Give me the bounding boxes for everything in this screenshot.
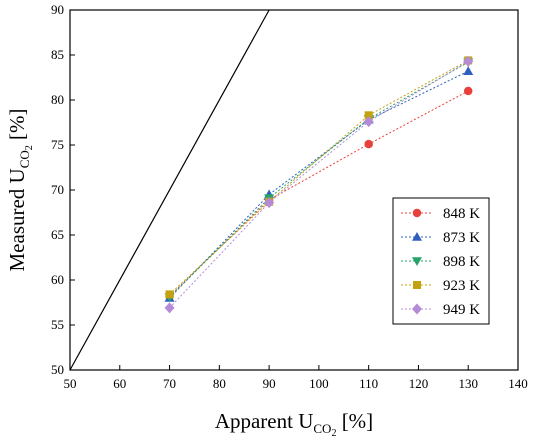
legend-marker [412, 303, 422, 315]
legend-label: 923 K [443, 278, 480, 294]
series-4 [164, 55, 474, 314]
legend-marker [413, 281, 421, 289]
legend-label: 949 K [443, 302, 480, 318]
data-point [463, 86, 473, 96]
y-tick-label: 90 [51, 2, 64, 17]
x-tick-label: 50 [64, 376, 77, 391]
data-point [463, 66, 474, 75]
data-point [364, 111, 373, 120]
y-tick-label: 55 [51, 317, 64, 332]
tick-layer: 50 60 70 80 90 100 110 120 130 140 50 55 60 65 70 75 80 8… [51, 2, 528, 391]
x-tick-label: 60 [113, 376, 126, 391]
x-tick-label: 130 [458, 376, 478, 391]
x-tick-label: 120 [409, 376, 429, 391]
data-point [363, 116, 374, 128]
series-line [169, 70, 469, 299]
legend-marker [412, 257, 422, 266]
y-tick-label: 60 [51, 272, 64, 287]
y-tick-label: 80 [51, 92, 64, 107]
x-tick-label: 110 [359, 376, 378, 391]
legend-item: 949 K [401, 302, 480, 318]
legend-label: 873 K [443, 230, 480, 246]
legend-item: 848 K [401, 206, 480, 222]
data-point [463, 55, 474, 67]
data-point [264, 197, 275, 209]
reference-line [69, 9, 270, 371]
legend-marker [412, 208, 422, 218]
x-tick-label: 100 [309, 376, 329, 391]
legend-item: 873 K [401, 230, 480, 246]
legend-marker [412, 232, 422, 241]
y-tick-label: 50 [51, 362, 64, 377]
y-tick-label: 85 [51, 47, 64, 62]
series-line [169, 60, 469, 309]
y-axis-title: Measured UCO2 [%] [5, 108, 35, 271]
plot-frame [69, 9, 519, 371]
reference-line-layer [69, 9, 270, 371]
x-tick-label: 90 [263, 376, 276, 391]
x-tick-label: 140 [508, 376, 528, 391]
series-line [169, 59, 469, 295]
legend: 848 K 873 K 898 K 923 K 949 K [392, 197, 490, 325]
data-point [165, 290, 174, 299]
y-tick-label: 75 [51, 137, 64, 152]
legend-item: 923 K [401, 278, 480, 294]
x-tick-label: 80 [213, 376, 226, 391]
data-point [164, 302, 175, 314]
series-layer [164, 55, 474, 314]
x-axis-title: Apparent UCO2 [%] [215, 409, 373, 439]
data-point [364, 139, 373, 149]
legend-label: 898 K [443, 254, 480, 270]
y-tick-label: 70 [51, 182, 64, 197]
y-tick-label: 65 [51, 227, 64, 242]
legend-label: 848 K [443, 206, 480, 222]
legend-item: 898 K [401, 254, 480, 270]
x-tick-label: 70 [163, 376, 176, 391]
